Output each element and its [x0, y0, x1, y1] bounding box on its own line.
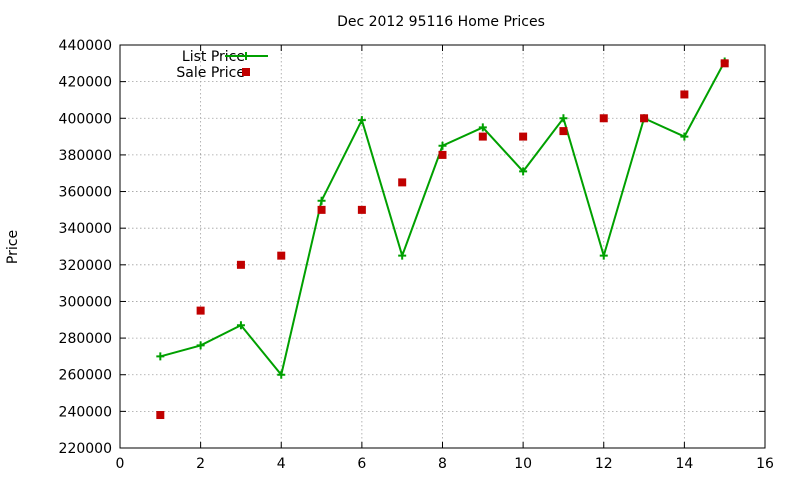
list-price-point	[156, 352, 165, 361]
list-price-point	[398, 251, 407, 260]
list-price-point	[277, 370, 286, 379]
y-tick-label: 320000	[59, 258, 112, 274]
x-tick-label: 2	[196, 456, 205, 472]
sale-price-point	[236, 260, 245, 269]
x-tick-label: 8	[438, 456, 447, 472]
list-price-point	[680, 132, 689, 141]
legend-label: Sale Price	[176, 65, 245, 81]
y-tick-label: 280000	[59, 331, 112, 347]
x-tick-label: 0	[116, 456, 125, 472]
y-tick-label: 240000	[59, 404, 112, 420]
x-tick-label: 16	[756, 456, 774, 472]
chart-title: Dec 2012 95116 Home Prices	[337, 14, 545, 30]
list-price-point	[559, 114, 568, 123]
sale-price-point	[156, 411, 165, 420]
grid	[120, 45, 765, 448]
sale-price-point	[519, 132, 528, 141]
x-tick-label: 12	[595, 456, 613, 472]
sale-price-point	[559, 127, 568, 136]
sale-price-point	[680, 90, 689, 99]
sale-price-point	[720, 59, 729, 68]
legend-swatch-sale-price	[242, 68, 250, 76]
y-tick-label: 260000	[59, 368, 112, 384]
list-price-point	[599, 251, 608, 260]
plot-frame	[119, 44, 766, 449]
legend-marker-list-price	[242, 52, 250, 60]
list-price-point	[357, 116, 366, 125]
y-tick-label: 440000	[59, 38, 112, 54]
sale-price-point	[640, 114, 649, 123]
y-axis-label: Price	[5, 230, 21, 264]
sale-price-point	[599, 114, 608, 123]
y-tick-label: 220000	[59, 441, 112, 457]
sale-price-point	[398, 178, 407, 187]
y-tick-label: 400000	[59, 111, 112, 127]
sale-price-point	[277, 251, 286, 260]
sale-price-point	[357, 205, 366, 214]
y-tick-label: 420000	[59, 75, 112, 91]
sale-price-point	[317, 205, 326, 214]
list-price-point	[236, 321, 245, 330]
x-tick-label: 10	[514, 456, 532, 472]
x-tick-label: 14	[675, 456, 693, 472]
sale-price-point	[196, 306, 205, 315]
axis-ticks: 0 2 4 6 8 10 12 14 16 220000 240000 260000 280000 300…	[59, 38, 774, 472]
legend-label: List Price	[182, 49, 245, 65]
y-tick-label: 360000	[59, 185, 112, 201]
series	[156, 57, 729, 420]
list-price-point	[478, 123, 487, 132]
sale-price-point	[478, 132, 487, 141]
y-tick-label: 300000	[59, 294, 112, 310]
sale-price-point	[438, 150, 447, 159]
list-price-point	[317, 196, 326, 205]
list-price-point	[519, 167, 528, 176]
x-tick-label: 6	[357, 456, 366, 472]
y-tick-label: 380000	[59, 148, 112, 164]
x-tick-label: 4	[277, 456, 286, 472]
list-price-point	[196, 341, 205, 350]
y-tick-label: 340000	[59, 221, 112, 237]
list-price-point	[438, 141, 447, 150]
